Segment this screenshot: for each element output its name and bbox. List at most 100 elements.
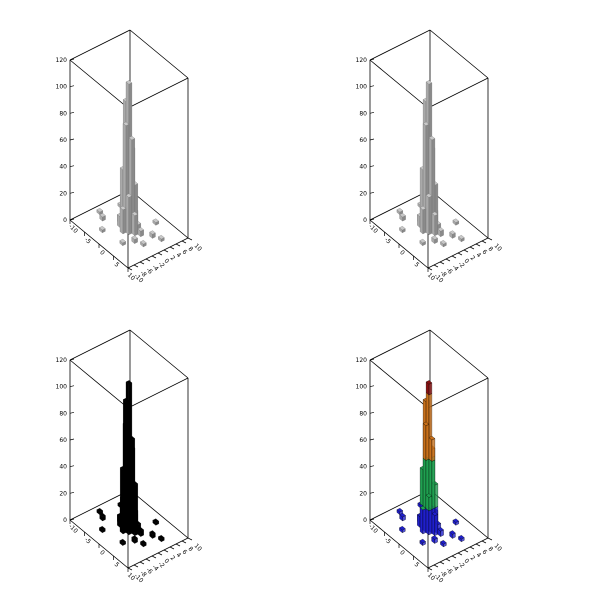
lego-bar-top-face [149, 530, 156, 535]
y-tick [181, 240, 187, 244]
lego-bar-front-face [119, 507, 124, 535]
lego-bar-top-face [122, 421, 130, 426]
lego-bar-top-face [131, 235, 138, 240]
z-tick-label: 80 [359, 110, 367, 117]
lego-bar-top-face [99, 526, 106, 531]
lego-bar [119, 205, 127, 235]
lego-bar-top-face [440, 240, 447, 245]
y-tick [475, 543, 481, 547]
y-tick-label: 8 [487, 245, 495, 253]
lego-bar-side-face [122, 508, 127, 535]
lego-bar [425, 493, 433, 536]
y-tick [133, 264, 139, 268]
lego-bar-top-face [137, 227, 144, 232]
lego-bar-front-face [422, 423, 427, 461]
z-tick [369, 218, 375, 221]
lego-bar-top-face [458, 235, 465, 240]
z-tick-label: 80 [59, 410, 67, 417]
z-tick-label: 40 [359, 164, 367, 171]
y-tick [439, 561, 445, 565]
z-tick-label: 40 [59, 164, 67, 171]
lego-bar-top-face [399, 213, 406, 218]
lego-bar-top-face [419, 505, 427, 511]
lego-bar [431, 511, 439, 537]
y-tick [163, 549, 169, 553]
lego-bar [396, 508, 404, 516]
y-tick [463, 549, 469, 553]
lego-bar-top-face [119, 538, 126, 544]
lego-bar-front-face [431, 212, 435, 237]
lego-bar-side-face [425, 424, 430, 461]
y-tick-label: -6 [145, 266, 154, 275]
lego-bar-top-face [128, 135, 136, 141]
lego-bar [399, 226, 406, 234]
lego-bar [131, 235, 138, 244]
lego-bar-front-face [422, 457, 427, 509]
lego-bar-side-face [422, 508, 427, 535]
x-tick-label: -5 [83, 536, 92, 545]
y-tick [457, 252, 463, 256]
lego-bar-top-face [437, 527, 444, 532]
lego-bar-top-face [122, 121, 130, 126]
lego-bar [449, 530, 456, 539]
y-tick-label: 10 [493, 542, 503, 552]
y-tick [445, 558, 451, 562]
x-tick-label: -5 [83, 236, 92, 245]
lego-bar [452, 218, 460, 226]
lego-bar-front-face [425, 508, 430, 536]
y-tick [487, 237, 493, 241]
z-tick-label: 40 [359, 464, 367, 471]
y-tick-label: 2 [469, 554, 477, 562]
z-tick [69, 438, 75, 441]
lego-bar [131, 211, 139, 237]
lego-bar-top-face [140, 540, 147, 545]
lego-bar-top-face [131, 535, 138, 540]
lego-bar-top-face [399, 226, 406, 231]
z-tick [69, 85, 75, 88]
lego-bar [137, 527, 144, 537]
lego-bar-top-face [425, 380, 433, 385]
y-tick-label: 8 [487, 545, 495, 553]
y-tick-label: -6 [445, 266, 454, 275]
z-tick [69, 411, 75, 414]
z-tick [69, 111, 75, 114]
lego-bar-top-face [152, 518, 160, 523]
y-tick [139, 561, 145, 565]
lego-bar [419, 238, 426, 247]
y-tick [157, 552, 163, 556]
y-tick [457, 552, 463, 556]
lego-bar [99, 526, 106, 534]
x-tick-label: -5 [383, 536, 392, 545]
lego-bar-top-face [119, 205, 127, 211]
lego-bar-side-face [428, 509, 433, 536]
y-tick-label: -8 [439, 269, 448, 278]
y-tick [475, 243, 481, 247]
y-tick [469, 546, 475, 550]
z-tick [369, 358, 375, 361]
lego-bar-top-face [431, 211, 439, 216]
y-tick-label: -8 [139, 569, 148, 578]
lego-bar [449, 230, 456, 239]
y-tick-label: 8 [187, 245, 195, 253]
y-tick [481, 540, 487, 544]
lego-bar-top-face [131, 511, 139, 516]
lego-bar [99, 512, 106, 522]
y-tick-label: 0 [463, 557, 471, 565]
y-tick [175, 543, 181, 547]
lego-bar [419, 505, 427, 535]
lego-bar-top-face [419, 538, 426, 544]
z-tick [369, 85, 375, 88]
y-tick-label: -4 [151, 263, 160, 272]
z-tick-label: 0 [63, 217, 67, 224]
lego-bar [99, 213, 106, 222]
x-tick-label: 0 [98, 549, 106, 557]
lego-bar [431, 211, 439, 237]
lego-bar [399, 512, 406, 522]
y-tick [175, 243, 181, 247]
y-tick [481, 240, 487, 244]
y-tick-label: 10 [193, 242, 203, 252]
y-tick-label: 6 [481, 548, 489, 556]
y-tick [469, 246, 475, 250]
y-tick-label: 10 [193, 542, 203, 552]
lego-bar [140, 240, 147, 248]
